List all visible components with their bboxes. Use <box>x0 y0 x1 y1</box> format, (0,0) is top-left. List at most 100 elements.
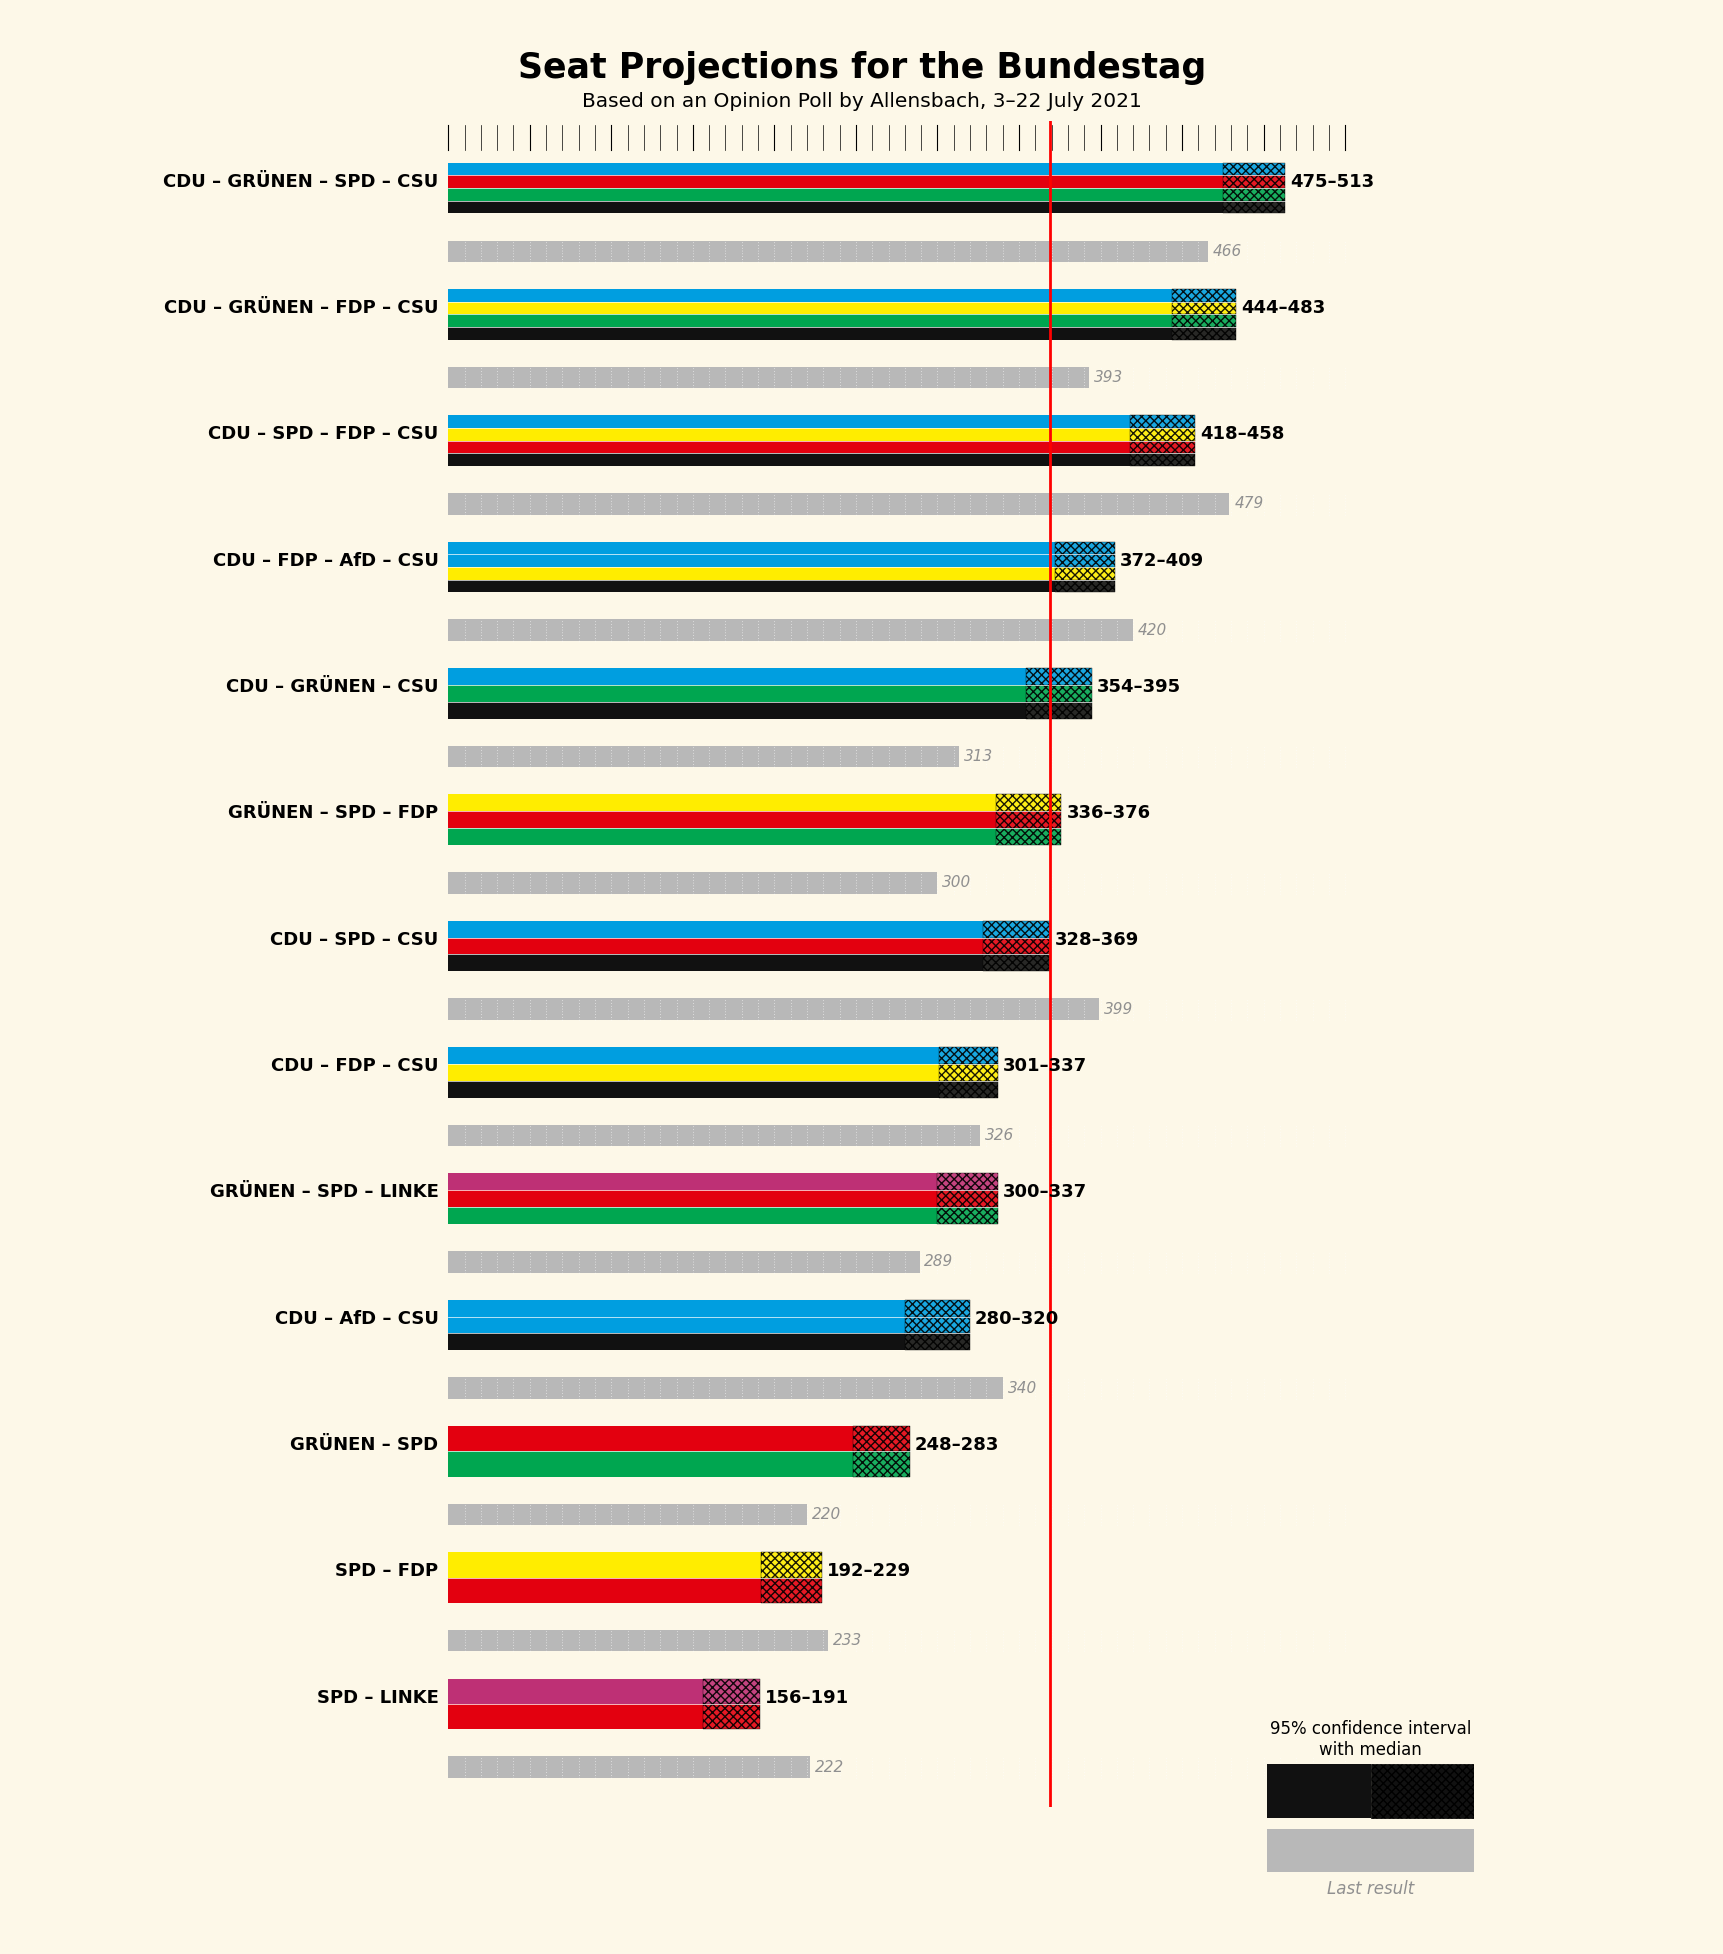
Bar <box>853 1426 910 1452</box>
Text: SPD – LINKE: SPD – LINKE <box>317 1688 438 1706</box>
Bar <box>448 619 1132 641</box>
Bar <box>448 201 1222 213</box>
Text: 354–395: 354–395 <box>1096 678 1180 696</box>
Text: GRÜNEN – SPD – LINKE: GRÜNEN – SPD – LINKE <box>210 1184 438 1202</box>
Text: 192–229: 192–229 <box>825 1563 910 1581</box>
Text: 328–369: 328–369 <box>1054 930 1139 950</box>
Bar <box>448 289 1172 301</box>
Text: 326: 326 <box>984 1127 1013 1143</box>
Text: 280–320: 280–320 <box>975 1309 1058 1327</box>
Bar <box>905 1317 970 1333</box>
Bar <box>1222 188 1284 201</box>
Bar <box>448 1063 939 1081</box>
Bar <box>937 1172 998 1190</box>
Bar <box>996 811 1061 828</box>
Text: CDU – GRÜNEN – CSU: CDU – GRÜNEN – CSU <box>226 678 438 696</box>
Bar <box>448 162 1222 176</box>
Bar <box>448 367 1089 389</box>
Text: 95% confidence interval
with median: 95% confidence interval with median <box>1270 1720 1470 1759</box>
Bar <box>1172 289 1235 301</box>
Text: 222: 222 <box>815 1759 844 1774</box>
Bar <box>448 1505 806 1526</box>
Bar <box>448 442 1129 453</box>
Bar <box>448 1704 703 1729</box>
Bar <box>448 416 1129 428</box>
Bar <box>982 920 1049 938</box>
Text: SPD – FDP: SPD – FDP <box>336 1563 438 1581</box>
Text: Seat Projections for the Bundestag: Seat Projections for the Bundestag <box>517 51 1206 84</box>
Text: 156–191: 156–191 <box>765 1688 848 1706</box>
Bar <box>1025 701 1092 719</box>
Bar <box>448 998 1098 1020</box>
Bar <box>448 701 1025 719</box>
Bar <box>1054 567 1115 580</box>
Text: 300–337: 300–337 <box>1003 1184 1085 1202</box>
Bar <box>448 315 1172 326</box>
Bar <box>448 1333 905 1350</box>
Bar <box>996 795 1061 811</box>
Text: 248–283: 248–283 <box>915 1436 998 1454</box>
Bar <box>448 1551 762 1577</box>
Text: GRÜNEN – SPD – FDP: GRÜNEN – SPD – FDP <box>227 805 438 823</box>
Text: 301–337: 301–337 <box>1003 1057 1085 1075</box>
Bar <box>448 811 996 828</box>
Bar <box>1025 686 1092 701</box>
Text: Based on an Opinion Poll by Allensbach, 3–22 July 2021: Based on an Opinion Poll by Allensbach, … <box>582 92 1141 111</box>
Text: 466: 466 <box>1213 244 1242 258</box>
Bar <box>448 326 1172 340</box>
Bar <box>448 567 1054 580</box>
Bar <box>1172 326 1235 340</box>
Bar <box>448 686 1025 701</box>
Bar <box>448 795 996 811</box>
Bar <box>448 176 1222 188</box>
Bar <box>1054 555 1115 567</box>
Text: CDU – GRÜNEN – FDP – CSU: CDU – GRÜNEN – FDP – CSU <box>164 299 438 317</box>
Text: Last result: Last result <box>1327 1880 1413 1897</box>
Bar <box>448 1577 762 1602</box>
Text: 313: 313 <box>963 748 992 764</box>
Bar <box>448 301 1172 315</box>
Bar <box>996 828 1061 844</box>
Bar <box>448 1757 810 1778</box>
Bar <box>448 1172 937 1190</box>
Bar <box>982 954 1049 971</box>
Bar <box>448 1299 905 1317</box>
Bar <box>937 1208 998 1223</box>
Bar <box>1054 580 1115 592</box>
Bar <box>1025 668 1092 686</box>
Bar <box>448 668 1025 686</box>
Bar <box>448 1208 937 1223</box>
Bar <box>939 1047 998 1063</box>
Text: 418–458: 418–458 <box>1199 426 1284 444</box>
Bar <box>448 188 1222 201</box>
Bar <box>1172 301 1235 315</box>
Bar <box>448 920 982 938</box>
Bar <box>703 1704 760 1729</box>
Bar <box>448 1047 939 1063</box>
Bar <box>1129 442 1194 453</box>
Bar <box>1222 176 1284 188</box>
Text: CDU – GRÜNEN – SPD – CSU: CDU – GRÜNEN – SPD – CSU <box>164 172 438 191</box>
Bar <box>1172 315 1235 326</box>
Bar <box>939 1081 998 1098</box>
Bar <box>1370 1764 1473 1817</box>
Bar <box>448 580 1054 592</box>
Bar <box>448 1378 1003 1399</box>
Bar <box>448 1081 939 1098</box>
Bar <box>1054 541 1115 555</box>
Bar <box>448 1317 905 1333</box>
Text: 300: 300 <box>942 875 972 891</box>
Bar <box>448 1251 918 1272</box>
Bar <box>448 541 1054 555</box>
Bar <box>1266 1829 1473 1872</box>
Text: CDU – SPD – CSU: CDU – SPD – CSU <box>271 930 438 950</box>
Text: 479: 479 <box>1234 496 1263 512</box>
Text: CDU – FDP – CSU: CDU – FDP – CSU <box>271 1057 438 1075</box>
Bar <box>939 1063 998 1081</box>
Text: CDU – FDP – AfD – CSU: CDU – FDP – AfD – CSU <box>212 551 438 571</box>
Text: 336–376: 336–376 <box>1067 805 1149 823</box>
Bar <box>1222 201 1284 213</box>
Bar <box>905 1333 970 1350</box>
Bar <box>905 1299 970 1317</box>
Bar <box>448 1452 853 1477</box>
